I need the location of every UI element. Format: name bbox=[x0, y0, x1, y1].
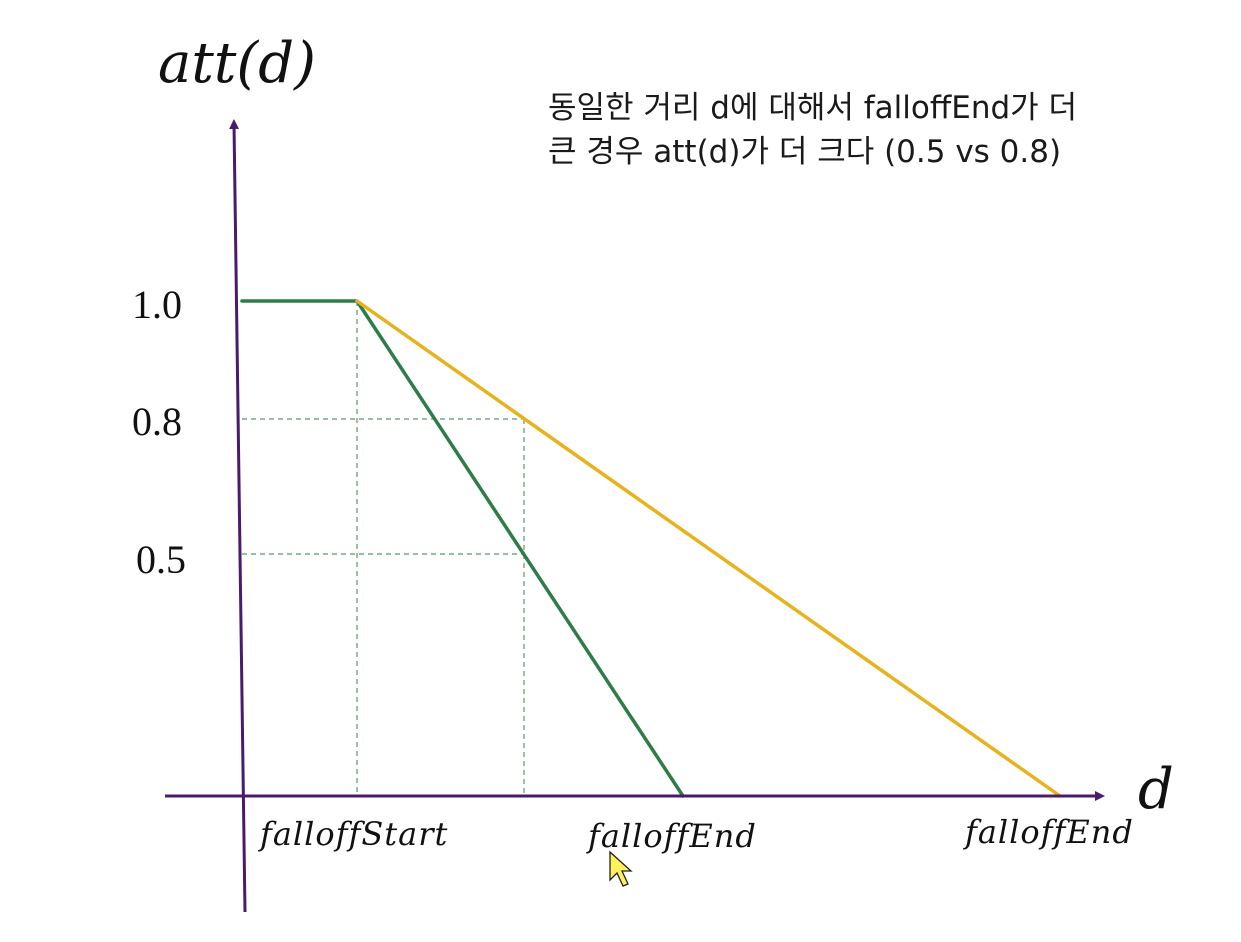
y-tick-label-1-0: 1.0 bbox=[132, 282, 182, 327]
y-axis-line bbox=[229, 119, 247, 913]
guide-lines bbox=[242, 301, 525, 796]
y-tick-label-0-8: 0.8 bbox=[132, 399, 182, 444]
mouse-cursor-icon bbox=[609, 850, 633, 887]
annotation-line-1: 동일한 거리 d에 대해서 falloffEnd가 더 bbox=[548, 90, 1078, 126]
y-axis-label: att(d) bbox=[158, 31, 316, 96]
annotation-line-2: 큰 경우 att(d)가 더 크다 (0.5 vs 0.8) bbox=[548, 134, 1062, 170]
y-tick-label-0-5: 0.5 bbox=[136, 537, 186, 582]
series-line-far-falloff bbox=[355, 299, 1062, 798]
series-lines bbox=[240, 299, 1062, 798]
axes bbox=[165, 119, 1105, 913]
annotation-text: 동일한 거리 d에 대해서 falloffEnd가 더 큰 경우 att(d)가… bbox=[548, 86, 1208, 174]
x-tick-label-falloff-end-near: falloffEnd bbox=[586, 817, 757, 855]
x-axis-label: d bbox=[1138, 757, 1174, 822]
x-tick-label-falloff-end-far: falloffEnd bbox=[963, 813, 1134, 851]
x-tick-label-falloff-start: falloffStart bbox=[258, 815, 448, 853]
